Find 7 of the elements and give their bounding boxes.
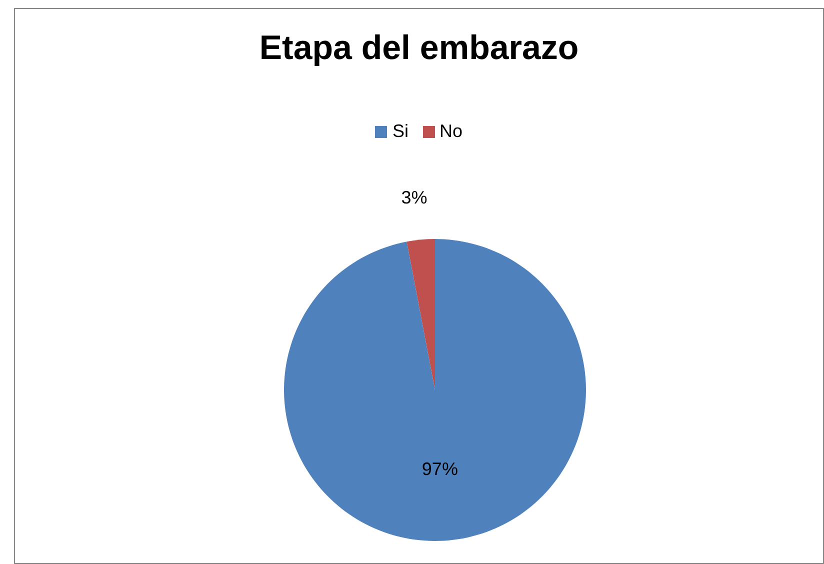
chart-title: Etapa del embarazo [259, 29, 579, 67]
legend-label: No [440, 121, 463, 142]
data-label: 3% [401, 188, 428, 208]
data-label: 97% [422, 459, 458, 480]
legend-label: Si [392, 121, 408, 142]
pie-slice [284, 239, 586, 541]
pie-slice [406, 239, 435, 390]
